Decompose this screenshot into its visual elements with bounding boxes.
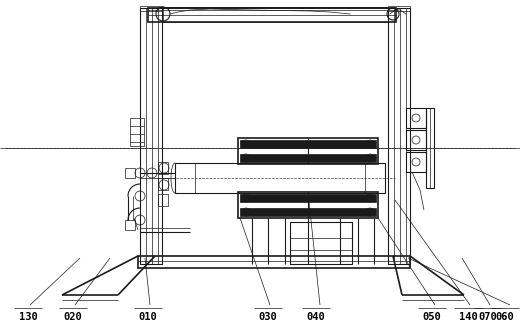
Bar <box>158 162 168 174</box>
Text: 140: 140 <box>459 312 477 322</box>
Bar <box>406 130 426 150</box>
Bar <box>388 8 410 264</box>
Bar <box>240 154 376 162</box>
Bar <box>290 222 352 264</box>
Text: 030: 030 <box>258 312 277 322</box>
Text: 020: 020 <box>63 312 82 322</box>
Bar <box>138 256 410 268</box>
Bar <box>175 163 385 193</box>
Bar <box>238 192 378 218</box>
Bar <box>406 152 426 172</box>
Text: 010: 010 <box>139 312 158 322</box>
Bar <box>240 140 376 148</box>
Bar <box>240 208 376 216</box>
Bar <box>158 194 168 206</box>
Bar <box>406 108 426 128</box>
Bar <box>426 108 434 188</box>
Bar <box>125 220 135 230</box>
Text: 130: 130 <box>19 312 37 322</box>
Bar <box>238 138 378 164</box>
Bar <box>158 178 168 190</box>
Bar <box>240 194 376 202</box>
Bar <box>125 168 135 178</box>
Bar <box>130 118 144 146</box>
Text: 060: 060 <box>496 312 514 322</box>
Text: 070: 070 <box>478 312 497 322</box>
Text: 050: 050 <box>423 312 441 322</box>
Bar <box>388 6 410 11</box>
Bar <box>140 6 162 11</box>
Bar <box>148 8 396 22</box>
Text: 040: 040 <box>307 312 326 322</box>
Bar <box>140 8 162 264</box>
